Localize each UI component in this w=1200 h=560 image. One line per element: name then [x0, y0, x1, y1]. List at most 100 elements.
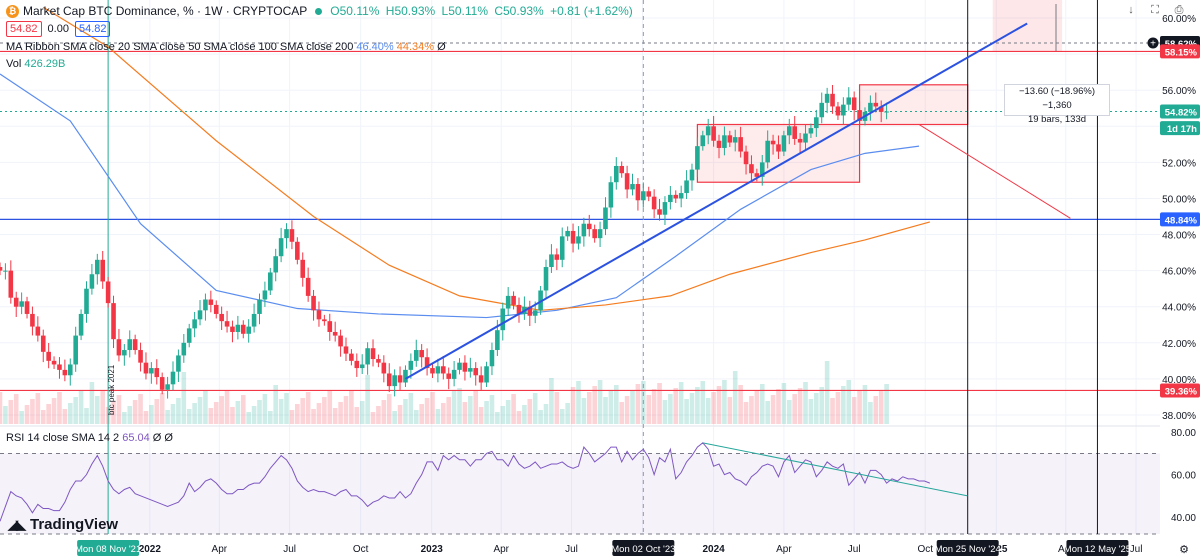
- volume-bar: [516, 411, 522, 424]
- null-icon: Ø: [152, 432, 162, 444]
- volume-bar: [695, 387, 700, 424]
- candle-body: [51, 360, 57, 365]
- candle-body: [262, 290, 268, 300]
- y-tick-label: 52.00%: [1162, 158, 1196, 169]
- volume-bar: [446, 397, 452, 424]
- volume-bar: [224, 390, 230, 424]
- volume-bar: [851, 397, 857, 424]
- volume-legend[interactable]: Vol 426.29B: [6, 58, 65, 70]
- candle-body: [716, 140, 722, 148]
- volume-bar: [511, 394, 516, 424]
- volume-bar: [586, 392, 592, 424]
- candle-body: [84, 288, 89, 314]
- volume-bar: [451, 391, 457, 424]
- candle-body: [57, 364, 62, 370]
- candle-body: [722, 135, 727, 148]
- tradingview-logo[interactable]: ◢◣ TradingView: [8, 516, 118, 533]
- candle-body: [354, 360, 360, 369]
- x-tick-label: Oct: [353, 544, 369, 555]
- bid-button[interactable]: 54.82: [6, 21, 42, 37]
- volume-bar: [619, 402, 625, 424]
- candle-body: [322, 319, 327, 322]
- candle-body: [549, 254, 554, 268]
- candle-body: [516, 304, 522, 314]
- volume-bar: [522, 405, 527, 424]
- symbol-title[interactable]: Market Cap BTC Dominance, % · 1W · CRYPT…: [23, 4, 308, 18]
- volume-bar: [538, 410, 543, 424]
- volume-bar: [268, 411, 273, 424]
- volume-bar: [581, 398, 587, 424]
- volume-bar: [408, 393, 414, 424]
- volume-bar: [170, 404, 176, 424]
- candle-body: [154, 368, 160, 378]
- x-highlight-label: Mon 25 Nov '24: [935, 544, 1001, 555]
- candle-body: [435, 366, 441, 374]
- candle-body: [3, 270, 8, 272]
- fullscreen-icon[interactable]: ⛶: [1151, 4, 1159, 16]
- volume-bar: [484, 401, 489, 424]
- volume-bar: [878, 390, 884, 424]
- volume-bar: [95, 396, 100, 424]
- x-tick-label: Apr: [212, 544, 228, 555]
- horizontal-lines[interactable]: [0, 42, 1160, 392]
- candle-body: [35, 326, 41, 336]
- candle-body: [273, 256, 279, 273]
- x-highlight-label: Mon 12 May '25: [1064, 544, 1131, 555]
- camera-icon[interactable]: ⎙: [1174, 4, 1184, 16]
- price-label-box: [1160, 104, 1200, 119]
- price-label-text: 58.15%: [1165, 47, 1198, 58]
- volume-bar: [219, 396, 224, 424]
- ask-button[interactable]: 54.82: [74, 21, 111, 37]
- trendline: [404, 22, 1028, 380]
- candle-body: [884, 111, 889, 113]
- volume-bar: [376, 406, 381, 424]
- price-axis-bg: [1160, 0, 1200, 560]
- candle-body: [397, 375, 403, 383]
- candle-body: [732, 137, 738, 143]
- volume-bar: [392, 411, 397, 424]
- volume-bar: [165, 410, 170, 424]
- volume-bar: [500, 406, 506, 424]
- measure-tooltip: −13.60 (−18.96%) −1,360 19 bars, 133d: [1004, 84, 1110, 125]
- price-label-text: 39.36%: [1165, 386, 1198, 397]
- candle-body: [446, 373, 452, 379]
- rsi-legend[interactable]: RSI 14 close SMA 14 2 65.04 Ø Ø: [6, 432, 173, 444]
- candle-body: [527, 306, 533, 316]
- candle-body: [641, 191, 646, 201]
- candle-body: [149, 368, 154, 374]
- volume-bar: [576, 381, 581, 424]
- price-label-box: [1160, 44, 1200, 59]
- candle-body: [803, 133, 808, 143]
- volume-bar: [30, 399, 35, 424]
- candle-body: [370, 348, 376, 360]
- candle-body: [305, 277, 311, 296]
- volume-bar: [62, 409, 68, 424]
- candle-body: [830, 93, 835, 107]
- arrow-down-icon[interactable]: ↓: [1128, 4, 1134, 16]
- candle-body: [300, 259, 306, 278]
- candle-body: [100, 259, 106, 282]
- rsi-value: 65.04: [122, 432, 150, 444]
- volume-bar: [630, 390, 635, 424]
- volume-bar: [597, 380, 603, 424]
- candle-body: [365, 348, 370, 365]
- y-tick-label: 38.00%: [1162, 411, 1196, 422]
- candle-body: [159, 377, 165, 390]
- volume-bar: [646, 395, 652, 424]
- volume-bar: [149, 405, 154, 424]
- candle-body: [213, 304, 219, 314]
- candle-body: [127, 339, 133, 351]
- x-highlight-label: Mon 02 Oct '23: [611, 544, 675, 555]
- candle-body: [878, 106, 884, 112]
- volume-bar: [814, 393, 819, 424]
- price-label-text: 48.84%: [1165, 215, 1198, 226]
- trendlines[interactable]: btc peak 2021: [107, 22, 1071, 415]
- volume-bar: [532, 393, 538, 424]
- volume-bar: [67, 403, 73, 424]
- candle-body: [457, 362, 462, 370]
- ma-ribbon-legend[interactable]: MA Ribbon SMA close 20 SMA close 50 SMA …: [6, 41, 446, 53]
- candle-body: [543, 267, 549, 291]
- null-icon: Ø: [164, 432, 173, 444]
